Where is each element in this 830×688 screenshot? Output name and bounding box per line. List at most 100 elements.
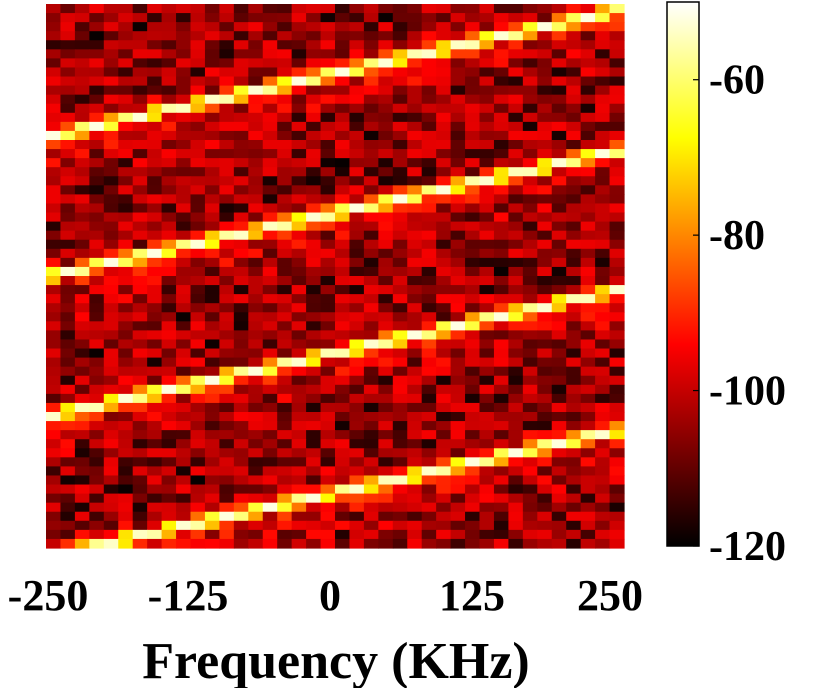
heatmap-cell — [349, 239, 365, 250]
heatmap-cell — [291, 402, 307, 413]
heatmap-cell — [465, 276, 481, 286]
heatmap-cell — [89, 4, 105, 14]
heatmap-cell — [132, 31, 148, 41]
heatmap-cell — [103, 221, 119, 232]
heatmap-cell — [60, 130, 76, 141]
heatmap-cell — [320, 22, 336, 32]
heatmap-cell — [349, 22, 365, 32]
heatmap-cell — [508, 176, 524, 186]
heatmap-cell — [291, 121, 307, 132]
heatmap-cell — [450, 285, 466, 295]
heatmap-cell — [421, 266, 437, 277]
heatmap-cell — [118, 239, 134, 250]
heatmap-cell — [74, 439, 90, 449]
heatmap-cell — [407, 294, 423, 304]
heatmap-cell — [46, 484, 62, 495]
heatmap-cell — [176, 439, 192, 449]
heatmap-cell — [219, 384, 235, 395]
heatmap-cell — [436, 167, 452, 177]
heatmap-cell — [522, 103, 538, 114]
heatmap-cell — [118, 185, 134, 195]
heatmap-cell — [407, 484, 423, 495]
heatmap-cell — [190, 285, 206, 295]
heatmap-cell — [277, 520, 293, 531]
heatmap-cell — [233, 475, 249, 486]
heatmap-cell — [566, 230, 582, 241]
heatmap-cell — [176, 384, 192, 395]
heatmap-cell — [609, 76, 625, 87]
heatmap-cell — [537, 58, 553, 69]
x-tick-label: 125 — [439, 571, 505, 620]
heatmap-cell — [493, 321, 509, 331]
heatmap-cell — [609, 130, 625, 141]
heatmap-cell — [522, 493, 538, 504]
heatmap-cell — [580, 330, 596, 341]
heatmap-cell — [609, 529, 625, 540]
heatmap-cell — [190, 194, 206, 205]
heatmap-cell — [392, 439, 408, 449]
heatmap-cell — [349, 412, 365, 422]
heatmap-cell — [595, 412, 611, 422]
heatmap-cell — [508, 76, 524, 87]
heatmap-cell — [465, 185, 481, 195]
heatmap-cell — [609, 276, 625, 286]
heatmap-cell — [190, 22, 206, 32]
heatmap-cell — [204, 484, 220, 495]
heatmap-cell — [291, 330, 307, 341]
heatmap-cell — [74, 321, 90, 331]
heatmap-cell — [233, 112, 249, 123]
heatmap-cell — [291, 257, 307, 268]
heatmap-cell — [118, 457, 134, 467]
heatmap-cell — [436, 348, 452, 359]
heatmap-cell — [465, 312, 481, 322]
heatmap-cell — [291, 176, 307, 186]
heatmap-cell — [291, 303, 307, 313]
heatmap-cell — [580, 149, 596, 159]
heatmap-cell — [609, 67, 625, 78]
heatmap-cell — [233, 348, 249, 359]
heatmap-cell — [190, 67, 206, 78]
heatmap-cell — [89, 203, 105, 214]
heatmap-cell — [147, 121, 163, 132]
heatmap-cell — [363, 303, 379, 313]
heatmap-cell — [176, 167, 192, 177]
heatmap-cell — [161, 149, 177, 159]
heatmap-cell — [291, 130, 307, 141]
heatmap-cell — [161, 484, 177, 495]
heatmap-cell — [609, 312, 625, 322]
heatmap-cell — [522, 40, 538, 50]
heatmap-cell — [147, 457, 163, 467]
heatmap-cell — [436, 357, 452, 368]
heatmap-cell — [493, 248, 509, 259]
heatmap-cell — [103, 40, 119, 50]
heatmap-cell — [580, 448, 596, 458]
heatmap-cell — [219, 221, 235, 232]
heatmap-cell — [103, 402, 119, 413]
heatmap-cell — [508, 22, 524, 32]
heatmap-cell — [580, 348, 596, 359]
heatmap-cell — [551, 185, 567, 195]
heatmap-cell — [233, 266, 249, 277]
heatmap-cell — [493, 538, 509, 549]
heatmap-cell — [335, 357, 351, 368]
heatmap-cell — [450, 167, 466, 177]
heatmap-cell — [74, 239, 90, 250]
heatmap-cell — [233, 312, 249, 322]
heatmap-cell — [147, 257, 163, 268]
heatmap-cell — [74, 167, 90, 177]
heatmap-cell — [320, 112, 336, 123]
heatmap-cell — [320, 321, 336, 331]
heatmap-cell — [306, 257, 322, 268]
heatmap-cell — [60, 67, 76, 78]
heatmap-cell — [291, 103, 307, 114]
heatmap-cell — [204, 22, 220, 32]
heatmap-cell — [493, 529, 509, 540]
heatmap-cell — [291, 484, 307, 495]
heatmap-cell — [378, 248, 394, 259]
heatmap-cell — [537, 421, 553, 431]
heatmap-cell — [103, 330, 119, 341]
heatmap-cell — [132, 502, 148, 513]
heatmap-cell — [450, 294, 466, 304]
heatmap-cell — [566, 348, 582, 359]
heatmap-cell — [161, 85, 177, 96]
